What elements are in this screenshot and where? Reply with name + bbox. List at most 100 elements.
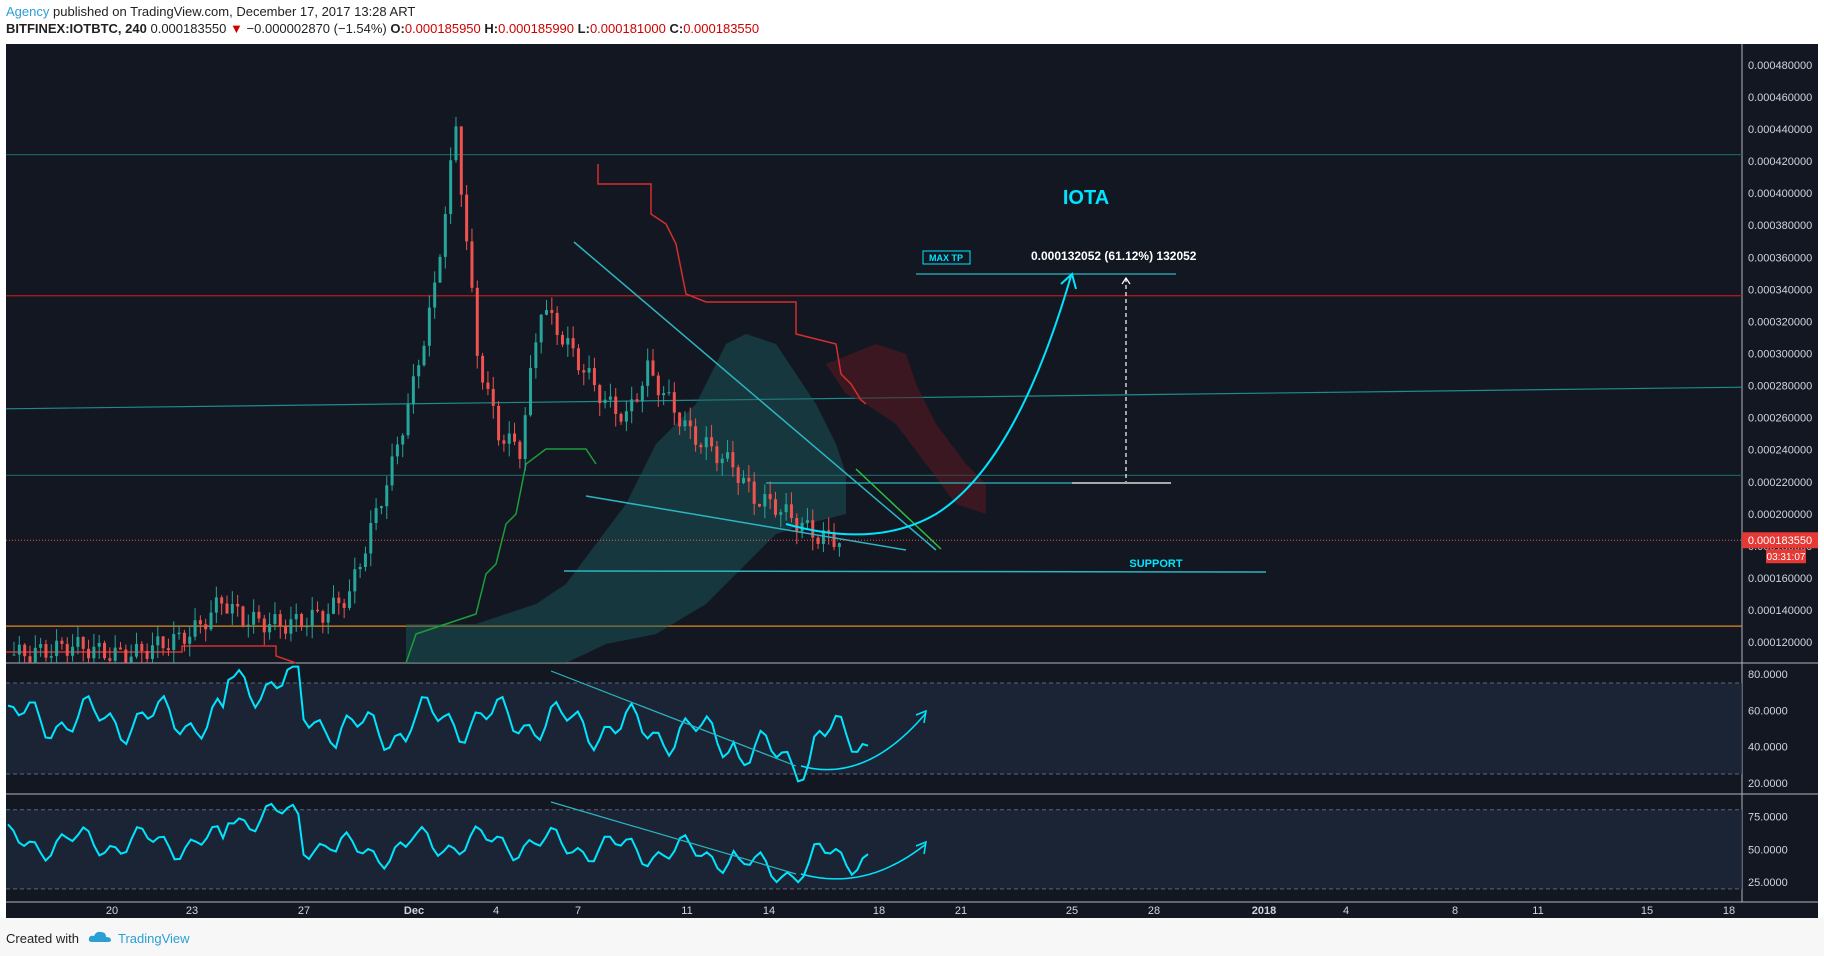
candle-body [518,441,522,459]
candle-body [768,494,772,500]
time-tick-label: 18 [873,905,885,917]
price-tick-label: 0.000460000 [1748,92,1812,104]
candle-body [678,412,682,427]
candle-body [76,636,80,647]
time-tick-label: 8 [1452,905,1458,917]
oscillator-tick-label: 50.0000 [1748,844,1788,856]
candle-body [140,643,144,651]
candle-body [704,437,708,448]
tradingview-link[interactable]: TradingView [118,931,190,946]
price-tick-label: 0.000360000 [1748,252,1812,264]
symbol-label: BITFINEX:IOTBTC, 240 [6,21,147,36]
candle-body [87,648,91,659]
candle-body [316,609,320,612]
candle-body [119,647,122,650]
close-label: C: [669,21,684,36]
candle-body [614,396,618,414]
price-tick-label: 0.000220000 [1748,477,1812,489]
candle-body [23,644,27,657]
candle-body [747,477,751,482]
countdown-label: 03:31:07 [1767,552,1806,563]
down-arrow-icon: ▼ [230,21,243,36]
candle-body [539,314,543,343]
candle-body [103,642,107,659]
candle-body [837,543,841,548]
candle-body [241,606,245,626]
candle-body [337,597,341,604]
candle-body [209,612,213,630]
candle-body [454,126,458,161]
candle-body [827,530,831,533]
candle-body [433,282,437,308]
candle-body [236,603,240,607]
candle-body [182,632,186,644]
candle-body [550,310,554,313]
candle-body [582,370,586,373]
high-label: H: [484,21,499,36]
candle-body [699,444,703,448]
time-tick-label: 25 [1066,905,1078,917]
last-price: 0.000183550 [150,21,227,36]
candle-body [39,644,43,648]
candle-body [438,256,442,283]
candle-body [667,392,671,394]
candle-body [427,307,431,346]
candle-body [369,522,373,554]
close-value: 0.000183550 [683,21,760,36]
candle-body [688,420,692,427]
author-link[interactable]: Agency [6,4,50,19]
time-tick-label: 11 [1532,905,1543,917]
candle-body [406,404,410,436]
candle-body [672,392,676,413]
candle-body [486,382,490,389]
candle-body [188,636,192,644]
candle-body [401,435,405,445]
candle-body [459,126,463,195]
candle-body [640,385,644,402]
candle-body [214,597,218,613]
candle-body [230,603,234,614]
time-tick-label: 21 [955,905,967,917]
candle-body [252,611,256,625]
candle-body [166,648,170,651]
oscillator-tick-label: 60.0000 [1748,705,1788,717]
time-tick-label: 7 [575,905,581,917]
projection-arrowhead-icon [1060,272,1077,290]
max-tp-box [922,250,971,265]
trading-chart[interactable]: 0.000120000 0.000140000 0.000160000 0.00018… [6,44,1818,918]
candle-body [294,613,298,620]
time-tick-label: Dec [404,905,424,917]
oscillator-line [7,665,869,783]
candle-body [177,632,181,635]
price-tick-label: 0.000120000 [1748,637,1812,649]
candle-body [172,634,176,651]
candle-body [763,494,767,507]
candle-body [60,640,64,644]
candle-body [646,360,650,386]
candle-body [204,624,208,630]
low-label: L: [577,21,590,36]
candle-body [113,647,117,661]
candle-body [92,646,96,659]
open-value: 0.000185950 [404,21,481,36]
ichimoku-cloud-red [826,344,986,514]
breakout-green-line [855,468,942,550]
candle-body [726,452,730,459]
time-tick-label: 11 [681,905,692,917]
oscillator-tick-label: 75.0000 [1748,811,1788,823]
candle-body [545,310,548,315]
candle-body [65,643,69,656]
oscillator-arrowhead-icon [915,709,927,724]
time-tick-label: 15 [1641,905,1653,917]
candle-body [651,360,655,376]
candle-body [129,656,133,663]
tradingview-cloud-icon [88,931,111,942]
price-tick-label: 0.000340000 [1748,284,1812,296]
candle-body [326,613,330,623]
open-label: O: [390,21,405,36]
oscillator-tick-label: 40.0000 [1748,742,1788,754]
candle-body [662,393,666,396]
candle-body [273,614,277,625]
candle-body [720,458,724,464]
candle-body [630,399,634,412]
